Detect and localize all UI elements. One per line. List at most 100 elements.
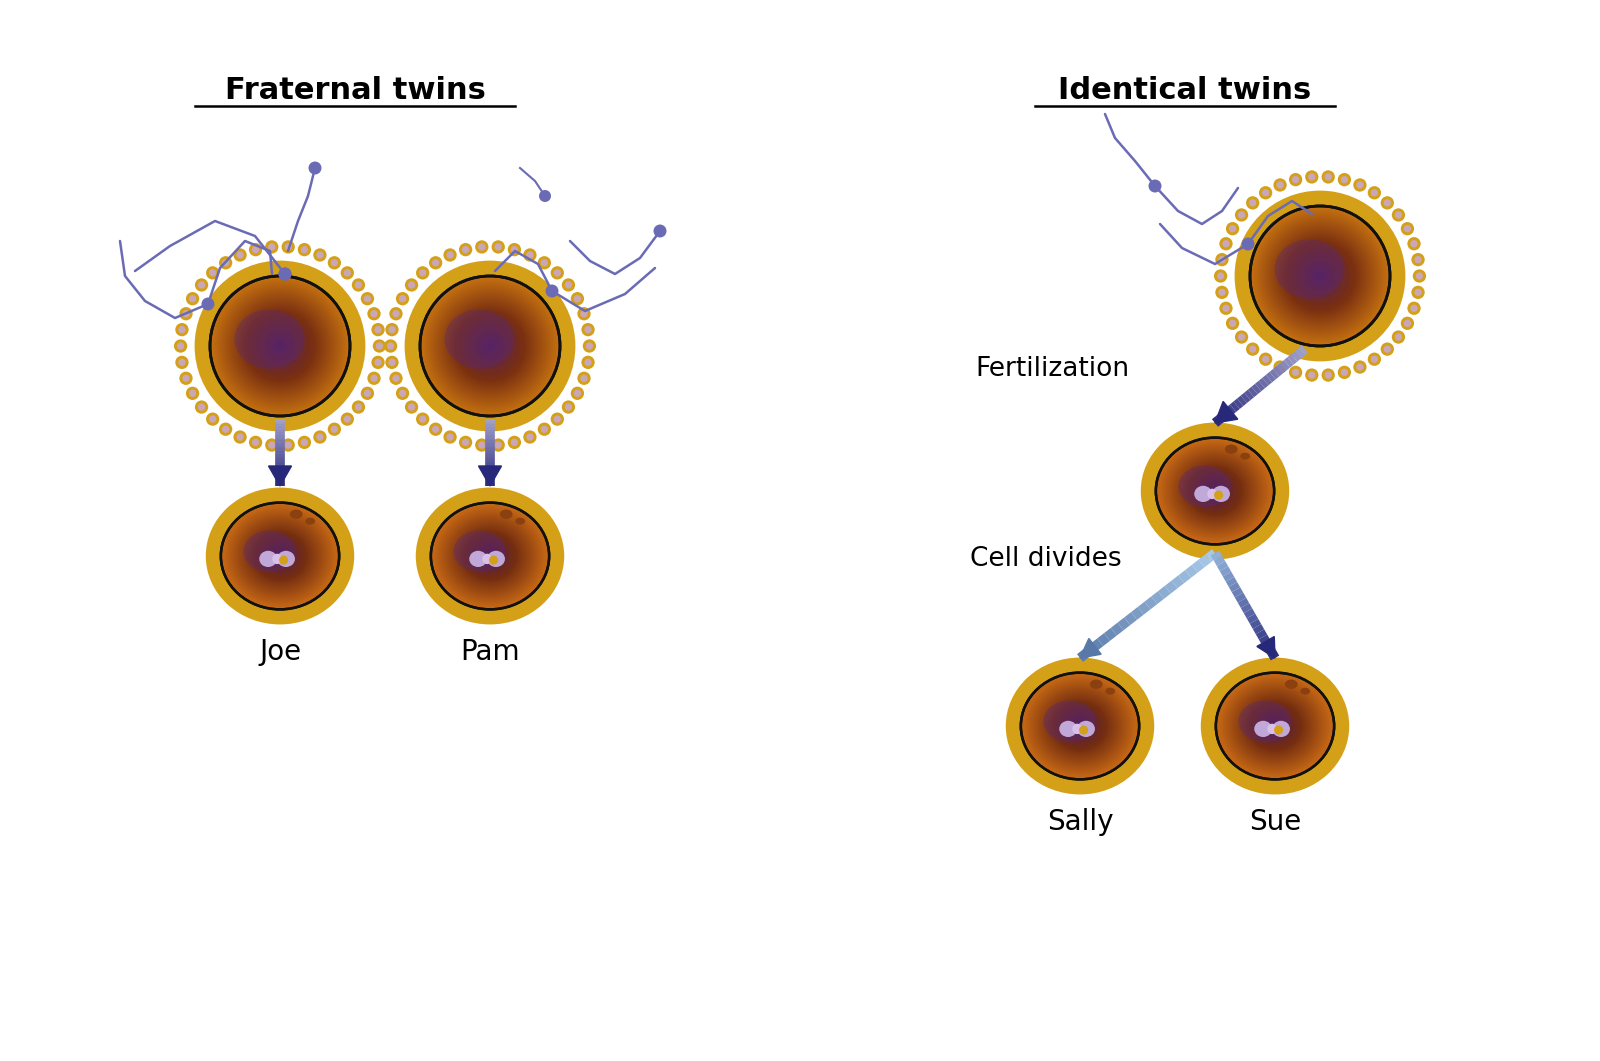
Circle shape — [1218, 289, 1226, 296]
Ellipse shape — [1197, 474, 1234, 508]
Ellipse shape — [462, 532, 517, 580]
Circle shape — [178, 359, 186, 366]
Circle shape — [246, 313, 314, 379]
Circle shape — [1298, 254, 1342, 299]
Text: Fertilization: Fertilization — [974, 356, 1130, 382]
Circle shape — [355, 281, 362, 289]
Ellipse shape — [474, 541, 507, 571]
Ellipse shape — [1165, 446, 1266, 537]
Ellipse shape — [1194, 471, 1237, 510]
Circle shape — [395, 386, 410, 400]
Circle shape — [571, 386, 584, 400]
Ellipse shape — [1006, 658, 1154, 795]
Circle shape — [360, 292, 374, 306]
Circle shape — [355, 403, 362, 411]
Ellipse shape — [435, 507, 544, 605]
Ellipse shape — [1200, 658, 1349, 795]
Circle shape — [1242, 238, 1254, 250]
Ellipse shape — [270, 546, 290, 566]
Circle shape — [1258, 213, 1382, 340]
Circle shape — [541, 259, 549, 266]
Ellipse shape — [1077, 720, 1094, 737]
Ellipse shape — [1168, 449, 1262, 534]
Ellipse shape — [1190, 468, 1240, 514]
Circle shape — [523, 248, 536, 262]
Circle shape — [419, 276, 560, 416]
Ellipse shape — [240, 520, 320, 593]
Ellipse shape — [458, 527, 522, 585]
Ellipse shape — [1301, 688, 1310, 695]
Circle shape — [218, 283, 342, 408]
Circle shape — [179, 307, 192, 320]
Circle shape — [1395, 211, 1402, 219]
Circle shape — [1317, 273, 1323, 279]
Ellipse shape — [1230, 686, 1318, 766]
Ellipse shape — [515, 518, 525, 525]
Circle shape — [538, 256, 550, 269]
Ellipse shape — [1218, 674, 1333, 778]
Ellipse shape — [1056, 705, 1104, 747]
Circle shape — [250, 316, 310, 376]
Ellipse shape — [1272, 723, 1278, 729]
Circle shape — [373, 340, 386, 352]
Ellipse shape — [1254, 708, 1296, 745]
Circle shape — [1294, 249, 1346, 302]
Ellipse shape — [256, 535, 304, 577]
Circle shape — [1226, 316, 1240, 330]
Ellipse shape — [445, 515, 536, 597]
Polygon shape — [1258, 637, 1275, 658]
Ellipse shape — [1048, 697, 1112, 755]
Ellipse shape — [1226, 445, 1238, 454]
Circle shape — [237, 433, 243, 440]
Circle shape — [195, 400, 208, 414]
Circle shape — [219, 284, 341, 407]
Circle shape — [432, 289, 547, 404]
Ellipse shape — [1232, 688, 1317, 764]
Circle shape — [490, 556, 498, 564]
Circle shape — [386, 355, 398, 369]
Circle shape — [234, 431, 246, 443]
Circle shape — [227, 294, 333, 399]
Circle shape — [526, 251, 533, 259]
Ellipse shape — [1200, 477, 1230, 505]
Circle shape — [1218, 273, 1224, 280]
Ellipse shape — [1090, 680, 1102, 689]
Circle shape — [1250, 346, 1256, 353]
Ellipse shape — [1069, 715, 1091, 736]
Circle shape — [219, 422, 232, 436]
Circle shape — [478, 334, 502, 359]
Ellipse shape — [1042, 691, 1118, 761]
Circle shape — [331, 259, 338, 266]
Circle shape — [582, 340, 597, 352]
Circle shape — [445, 300, 536, 392]
Circle shape — [198, 281, 205, 289]
Circle shape — [266, 332, 294, 360]
Circle shape — [1290, 366, 1302, 379]
Circle shape — [562, 278, 574, 292]
Circle shape — [1304, 260, 1336, 292]
Circle shape — [262, 329, 298, 364]
Circle shape — [1278, 234, 1362, 318]
Circle shape — [453, 309, 526, 383]
Circle shape — [1267, 224, 1373, 329]
Circle shape — [1325, 371, 1331, 379]
Ellipse shape — [1178, 457, 1253, 524]
Circle shape — [1218, 256, 1226, 263]
Circle shape — [267, 334, 293, 359]
Ellipse shape — [1274, 725, 1277, 728]
Ellipse shape — [1062, 711, 1098, 742]
Ellipse shape — [1032, 683, 1128, 768]
Circle shape — [259, 325, 301, 367]
Ellipse shape — [1267, 718, 1283, 733]
Circle shape — [429, 284, 552, 407]
Circle shape — [195, 261, 365, 432]
Circle shape — [1301, 257, 1339, 295]
Circle shape — [461, 316, 520, 376]
Circle shape — [584, 326, 592, 333]
Circle shape — [189, 295, 197, 302]
Circle shape — [443, 431, 456, 443]
Ellipse shape — [277, 553, 283, 559]
Circle shape — [1371, 189, 1378, 196]
Ellipse shape — [1238, 700, 1291, 743]
Circle shape — [578, 307, 590, 320]
